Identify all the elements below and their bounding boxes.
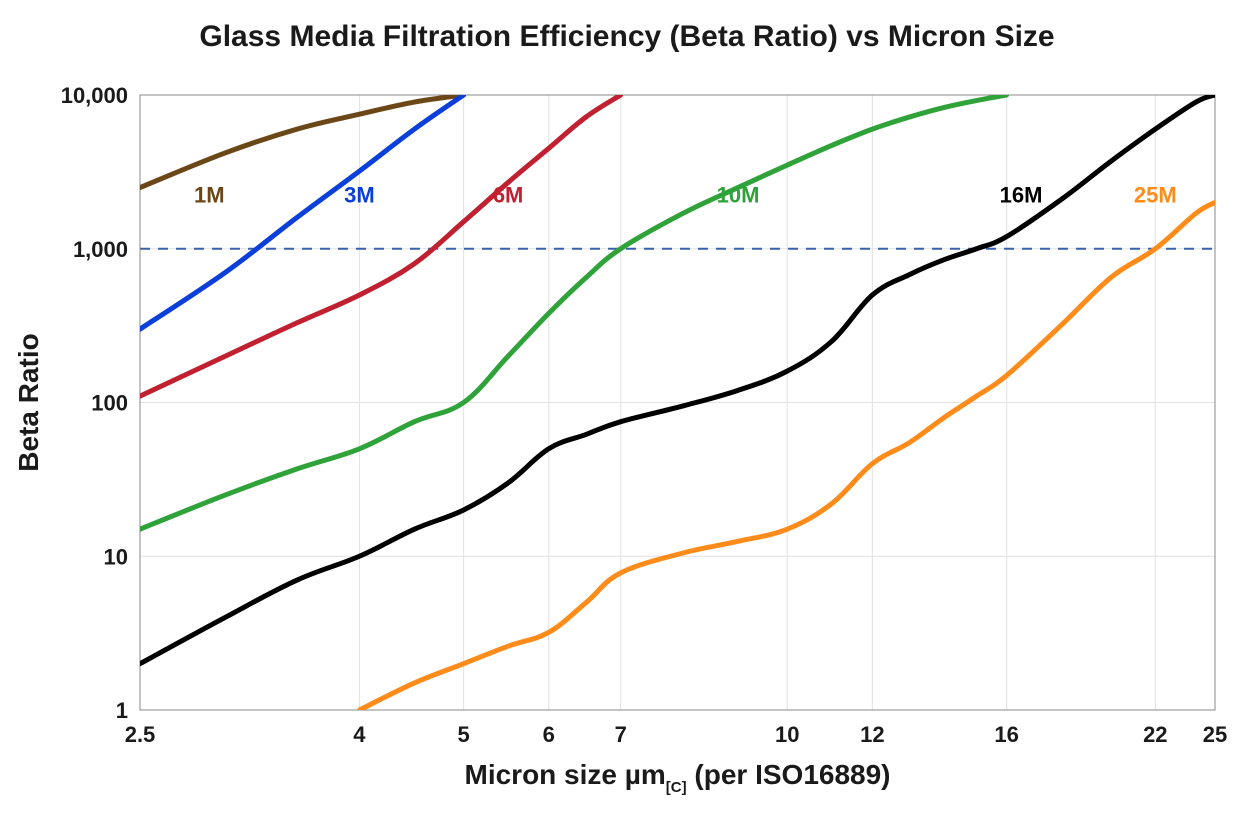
x-tick-label: 7: [615, 722, 627, 747]
x-axis-label: Micron size µm[C] (per ISO16889): [465, 759, 891, 796]
y-tick-label: 10: [104, 544, 128, 569]
x-tick-label: 12: [860, 722, 884, 747]
x-tick-label: 2.5: [125, 722, 156, 747]
y-tick-label: 1,000: [73, 237, 128, 262]
y-tick-label: 1: [116, 698, 128, 723]
series-label-6m: 6M: [493, 182, 524, 207]
x-tick-label: 10: [775, 722, 799, 747]
x-tick-label: 4: [353, 722, 366, 747]
y-tick-label: 10,000: [61, 83, 128, 108]
chart-title: Glass Media Filtration Efficiency (Beta …: [199, 20, 1054, 53]
series-label-10m: 10M: [717, 182, 760, 207]
series-label-25m: 25M: [1134, 182, 1177, 207]
series-label-16m: 16M: [1000, 182, 1043, 207]
x-tick-label: 25: [1203, 722, 1227, 747]
series-label-1m: 1M: [194, 182, 225, 207]
x-tick-label: 5: [457, 722, 469, 747]
x-tick-label: 6: [543, 722, 555, 747]
x-tick-label: 22: [1143, 722, 1167, 747]
x-tick-label: 16: [994, 722, 1018, 747]
y-axis-label: Beta Ratio: [13, 333, 44, 471]
chart-svg: Glass Media Filtration Efficiency (Beta …: [0, 0, 1254, 819]
chart-container: Glass Media Filtration Efficiency (Beta …: [0, 0, 1254, 819]
series-label-3m: 3M: [344, 182, 375, 207]
y-tick-label: 100: [91, 391, 128, 416]
